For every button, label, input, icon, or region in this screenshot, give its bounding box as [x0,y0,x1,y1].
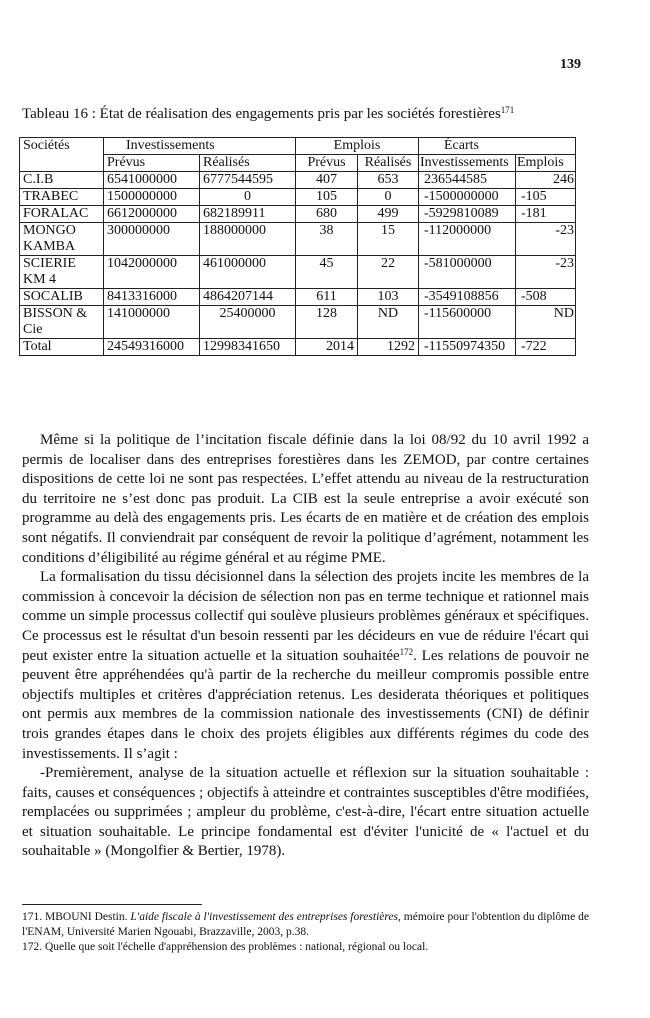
paragraph: -Premièrement, analyse de la situation a… [22,765,589,860]
table-cell: 6612000000 [103,205,200,223]
table-row: TRABEC 1500000000 0 105 0 -1500000000 -105 [19,188,576,206]
header-societes: Sociétés [19,137,104,172]
table-row: SOCALIB 8413316000 4864207144 611 103 -354910… [19,288,576,306]
table-cell: 25400000 [199,305,296,339]
footnote-ref: 172 [399,646,414,657]
table-cell: 236544585 [418,171,516,189]
company-cell: MONGO KAMBA [19,222,104,256]
table-cell: 682189911 [199,205,296,223]
company-cell: TRABEC [19,188,104,206]
table-cell: 103 [357,288,419,306]
header-emplois: Emplois [295,137,419,155]
table-cell: 0 [357,188,419,206]
table-cell: -508 [515,288,576,306]
commitments-table: Sociétés Investissements Emplois Écarts … [19,137,576,356]
table-cell: 653 [357,171,419,189]
table-cell: 1292 [357,338,419,356]
table-caption: Tableau 16 : État de réalisation des eng… [22,105,515,123]
table-cell: 15 [357,222,419,256]
company-cell: C.I.B [19,171,104,189]
table-header-row: Sociétés Investissements Emplois Écarts [19,137,576,172]
table-cell: 300000000 [103,222,200,256]
table-cell: 1042000000 [103,255,200,289]
table-cell: ND [515,305,576,339]
table-cell: -181 [515,205,576,223]
footnote-ref: 171 [500,105,515,115]
footnote-171: 171. MBOUNI Destin. L'aide fiscale à l'i… [22,911,589,938]
table-cell: -23 [515,222,576,256]
table-row: SCIERIE KM 4 1042000000 461000000 45 22 -58100… [19,255,576,289]
footnotes: 171. MBOUNI Destin. L'aide fiscale à l'i… [22,910,589,955]
body-text: Même si la politique de l’incitation fis… [22,431,589,862]
table-cell: 12998341650 [199,338,296,356]
table-row: FORALAC 6612000000 682189911 680 499 -5929810… [19,205,576,223]
table-cell: 680 [295,205,358,223]
table-cell: -5929810089 [418,205,516,223]
paragraph: La formalisation du tissu décisionnel da… [22,569,589,762]
table-cell: 499 [357,205,419,223]
table-cell: 0 [199,188,296,206]
table-cell: -112000000 [418,222,516,256]
subheader: Prévus [103,154,200,172]
footnote-divider [22,904,202,905]
subheader: Investissements [418,154,516,172]
company-cell: Total [19,338,104,356]
table-cell: 105 [295,188,358,206]
paragraph: Même si la politique de l’incitation fis… [22,432,589,566]
table-cell: 6777544595 [199,171,296,189]
table-cell: 188000000 [199,222,296,256]
table-row: Total 24549316000 12998341650 2014 1292 -1155… [19,338,576,356]
table-row: BISSON & Cie 141000000 25400000 128 ND -115600… [19,305,576,339]
table-cell: 1500000000 [103,188,200,206]
table-cell: -11550974350 [418,338,516,356]
table-cell: 141000000 [103,305,200,339]
table-cell: -3549108856 [418,288,516,306]
table-cell: 22 [357,255,419,289]
table-row: C.I.B 6541000000 6777544595 407 653 236544585… [19,171,576,189]
table-cell: 8413316000 [103,288,200,306]
table-cell: 4864207144 [199,288,296,306]
header-investissements: Investissements [103,137,296,155]
table-cell: -105 [515,188,576,206]
table-cell: -115600000 [418,305,516,339]
table-cell: 128 [295,305,358,339]
page-number: 139 [560,57,581,72]
table-cell: -1500000000 [418,188,516,206]
table-cell: -722 [515,338,576,356]
table-cell: 246 [515,171,576,189]
table-cell: 2014 [295,338,358,356]
subheader: Emplois [515,154,576,172]
table-row: MONGO KAMBA 300000000 188000000 38 15 -1120000… [19,222,576,256]
table-cell: 611 [295,288,358,306]
subheader: Réalisés [357,154,419,172]
table-cell: 461000000 [199,255,296,289]
company-cell: FORALAC [19,205,104,223]
company-cell: SCIERIE KM 4 [19,255,104,289]
table-cell: 24549316000 [103,338,200,356]
subheader: Prévus [295,154,358,172]
company-cell: BISSON & Cie [19,305,104,339]
table-cell: 6541000000 [103,171,200,189]
table-cell: -23 [515,255,576,289]
table-cell: ND [357,305,419,339]
header-ecarts: Écarts [418,137,576,155]
table-cell: 45 [295,255,358,289]
table-cell: 407 [295,171,358,189]
company-cell: SOCALIB [19,288,104,306]
table-cell: 38 [295,222,358,256]
subheader: Réalisés [199,154,296,172]
table-cell: -581000000 [418,255,516,289]
table-subheader-row: Prévus Réalisés Prévus Réalisés Investis… [20,154,576,172]
footnote-172: 172. Quelle que soit l'échelle d'appréhe… [22,941,429,953]
